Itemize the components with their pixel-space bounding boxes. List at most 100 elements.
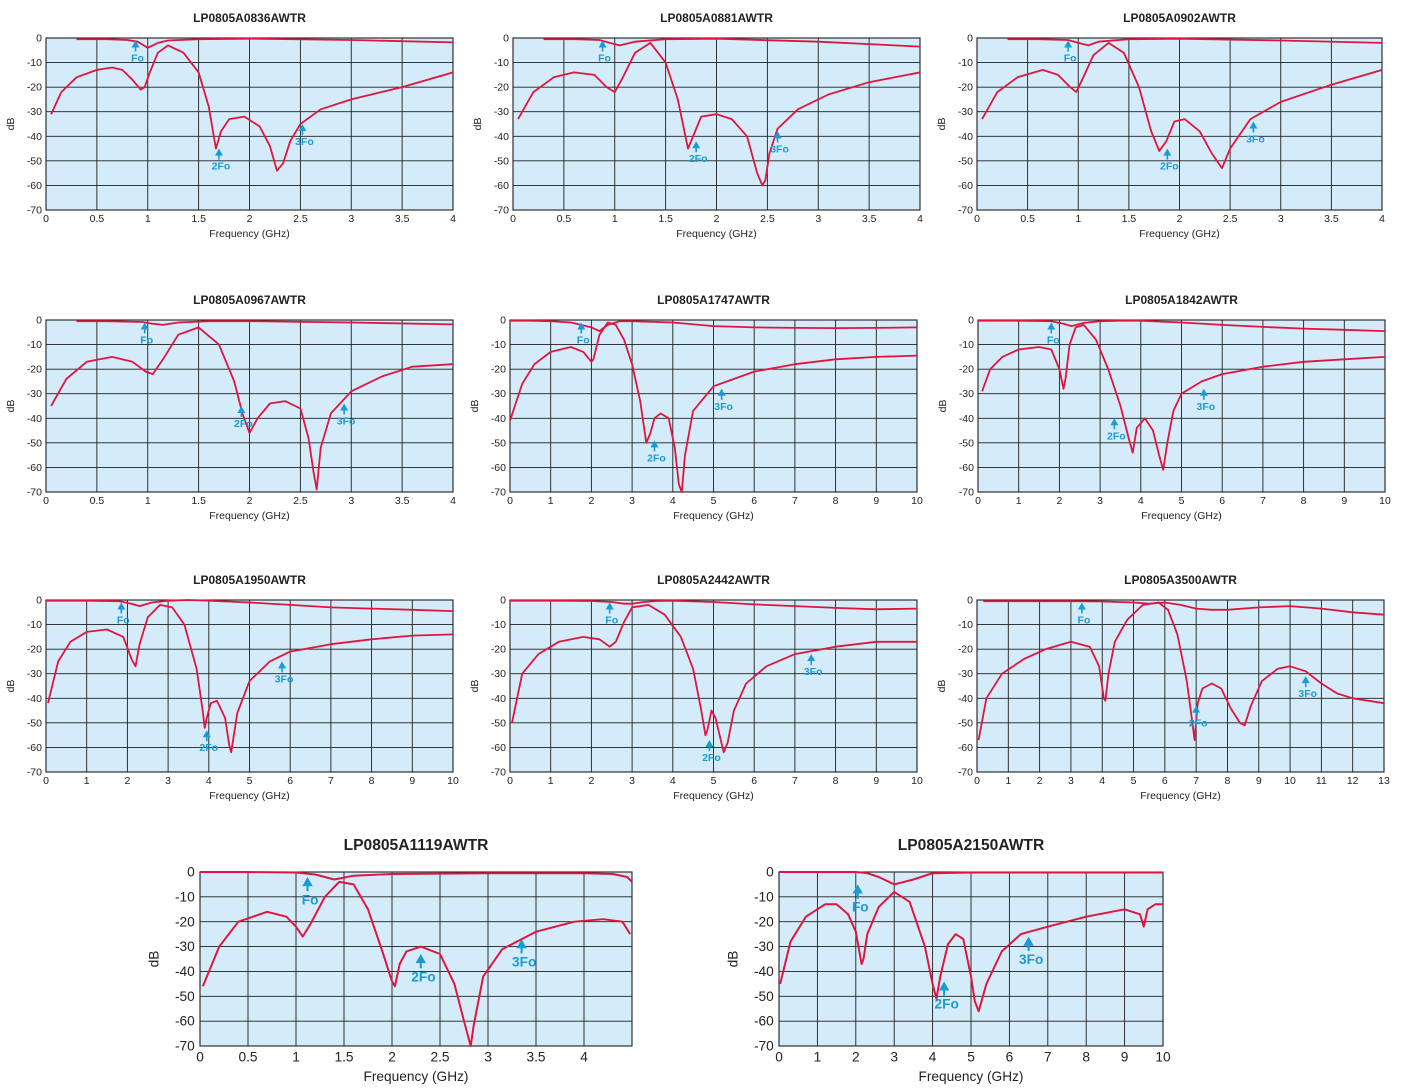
x-tick-label: 8 (833, 775, 839, 787)
y-tick-label: -40 (27, 131, 42, 143)
annotation-arrow (117, 602, 126, 610)
y-tick-label: -70 (958, 767, 973, 779)
return-loss-curve (981, 42, 1382, 170)
x-tick-label: 2 (247, 495, 253, 507)
x-tick-label: 1 (814, 1050, 822, 1065)
chart-2: LP0805A0881AWTR 0 0.5 1 1.5 2 2.5 3 3.5 4 0 -10 -20 -… (472, 11, 923, 240)
plot-area (200, 872, 632, 1046)
x-tick-label: 4 (670, 775, 676, 787)
annotation-arrow (1192, 705, 1201, 713)
annotation-arrow (516, 939, 527, 949)
insertion-loss-curve (543, 37, 920, 48)
annotation-label: 2Fo (234, 418, 253, 430)
chart-title: LP0805A0836AWTR (193, 11, 306, 25)
x-tick-label: 1 (1016, 495, 1022, 507)
y-tick-label: -40 (491, 693, 506, 705)
x-tick-label: 0.5 (90, 495, 105, 507)
chart-11: LP0805A2150AWTR 0 1 2 3 4 5 6 7 8 9 10 0 -10 -20 -30 -40… (725, 837, 1171, 1084)
y-tick-label: -50 (27, 717, 42, 729)
plot-frame (976, 599, 1385, 773)
insertion-loss-curve (1007, 37, 1382, 47)
chart-8: LP0805A2442AWTR 0 1 2 3 4 5 6 7 8 9 10 0 -10 -20 -30 -40… (469, 573, 923, 802)
annotation-arrow (302, 876, 313, 887)
x-tick-label: 10 (911, 775, 923, 787)
y-tick-label: -20 (27, 364, 42, 376)
annotation-label: Fo (140, 334, 153, 346)
y-tick-label: -50 (959, 437, 974, 449)
plot-frame (509, 319, 918, 493)
y-tick-label: -10 (27, 619, 42, 631)
insertion-loss-curve (76, 320, 453, 326)
annotation-arrow (852, 884, 863, 894)
annotation-label: 2Fo (212, 161, 231, 173)
annotation-label: Fo (131, 52, 144, 64)
y-tick-label: -40 (175, 964, 195, 979)
y-tick-label: -20 (175, 914, 195, 929)
annotation-label: 2Fo (1160, 161, 1179, 173)
annotation-label: 2Fo (199, 742, 218, 754)
x-tick-label: 5 (1179, 495, 1185, 507)
x-tick-label: 3 (348, 495, 354, 507)
y-tick-label: 0 (36, 595, 42, 607)
annotation-label: 3Fo (512, 954, 536, 969)
y-tick-label: -70 (491, 767, 506, 779)
x-axis-label: Frequency (GHz) (1140, 790, 1221, 802)
insertion-loss-curve (510, 319, 917, 332)
x-tick-label: 3.5 (395, 213, 410, 225)
x-axis-label: Frequency (GHz) (1139, 228, 1220, 240)
annotation-arrow (1110, 418, 1119, 426)
x-tick-label: 0.5 (238, 1050, 257, 1065)
x-tick-label: 3 (165, 775, 171, 787)
annotation-label: 2Fo (1189, 718, 1208, 730)
x-tick-label: 5 (967, 1050, 975, 1065)
annotation-arrow (692, 141, 701, 149)
y-tick-label: -20 (958, 644, 973, 656)
y-tick-label: -50 (754, 989, 774, 1004)
y-tick-label: -40 (959, 413, 974, 425)
y-tick-label: -60 (27, 742, 42, 754)
y-tick-label: -10 (491, 339, 506, 351)
annotation-label: Fo (1077, 614, 1090, 626)
y-tick-label: -60 (494, 180, 509, 192)
annotation-arrow (1301, 676, 1310, 684)
x-tick-label: 1 (1005, 775, 1011, 787)
y-tick-label: 0 (967, 595, 973, 607)
y-tick-label: -50 (491, 437, 506, 449)
x-tick-label: 0 (196, 1050, 204, 1065)
x-tick-label: 0 (43, 775, 49, 787)
x-tick-label: 1.5 (334, 1050, 353, 1065)
y-tick-label: -40 (27, 693, 42, 705)
y-tick-label: -60 (958, 180, 973, 192)
y-tick-label: -20 (754, 914, 774, 929)
x-tick-label: 10 (1379, 495, 1391, 507)
x-tick-label: 10 (1284, 775, 1296, 787)
annotation-arrow (605, 602, 614, 610)
x-tick-label: 3 (484, 1050, 492, 1065)
x-tick-label: 0 (507, 495, 513, 507)
annotation-arrow (938, 981, 950, 991)
annotation-label: 3Fo (1019, 952, 1043, 967)
x-tick-label: 1 (548, 775, 554, 787)
y-tick-label: -10 (494, 57, 509, 69)
chart-title: LP0805A1119AWTR (344, 837, 489, 854)
x-tick-label: 11 (1316, 775, 1327, 787)
chart-5: LP0805A1747AWTR 0 1 2 3 4 5 6 7 8 9 10 0 -10 -20 -30 -40… (469, 293, 923, 522)
y-tick-label: -10 (175, 889, 195, 904)
x-tick-label: 4 (580, 1050, 588, 1065)
x-tick-label: 6 (751, 495, 757, 507)
y-tick-label: -50 (27, 155, 42, 167)
x-tick-label: 3 (629, 775, 635, 787)
annotation-label: Fo (605, 614, 618, 626)
y-axis-label: dB (936, 680, 948, 693)
y-tick-label: -30 (491, 668, 506, 680)
chart-3: LP0805A0902AWTR 0 0.5 1 1.5 2 2.5 3 3.5 4 0 -10 -20 -… (936, 11, 1385, 240)
y-tick-label: -50 (494, 155, 509, 167)
y-tick-label: -30 (27, 388, 42, 400)
insertion-loss-curve (510, 599, 917, 611)
insertion-loss-curve (200, 871, 632, 883)
x-axis-label: Frequency (GHz) (209, 510, 290, 522)
x-tick-label: 0 (775, 1050, 783, 1065)
x-tick-label: 0 (974, 775, 980, 787)
y-tick-label: -30 (958, 106, 973, 118)
chart-4: LP0805A0967AWTR 0 0.5 1 1.5 2 2.5 3 3.5 4 0 -10 -20 -… (5, 293, 456, 522)
